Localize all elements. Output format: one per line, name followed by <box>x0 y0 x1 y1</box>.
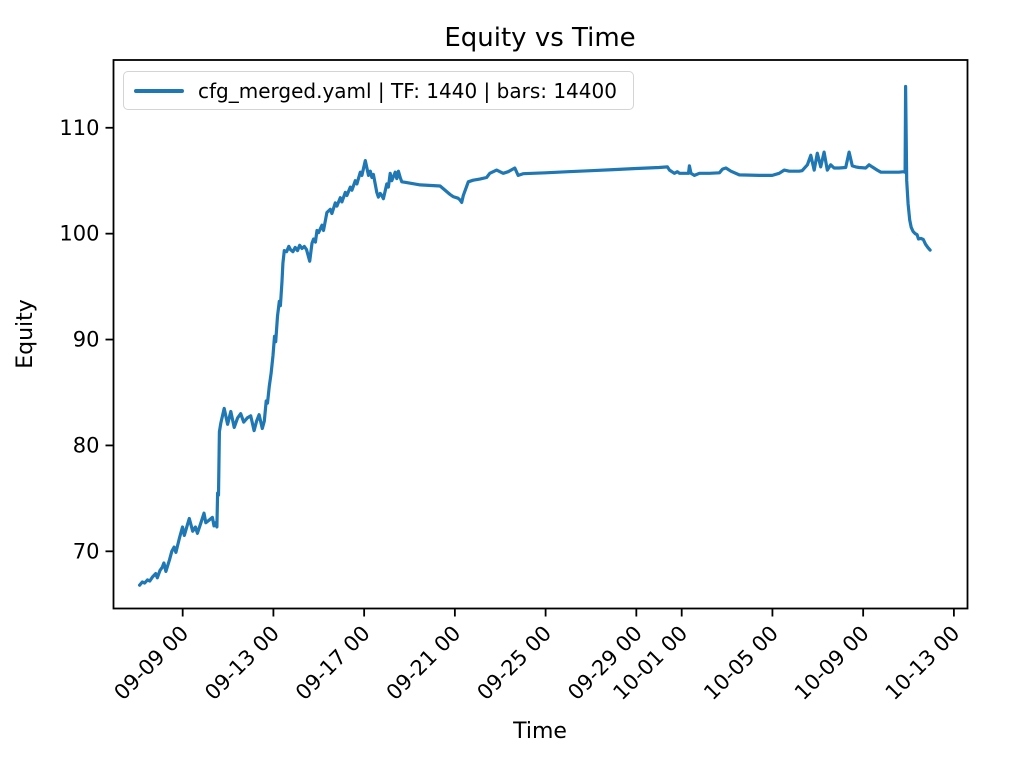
x-tick-label: 09-09 00 <box>109 621 193 705</box>
x-tick-label: 09-25 00 <box>472 621 556 705</box>
y-axis-label: Equity <box>13 299 38 369</box>
x-tick-label: 10-05 00 <box>699 621 783 705</box>
equity-line <box>138 84 932 587</box>
x-tick-label: 10-13 00 <box>881 621 965 705</box>
y-tick-label: 80 <box>73 433 100 457</box>
x-axis-label: Time <box>512 719 567 744</box>
legend: cfg_merged.yaml | TF: 1440 | bars: 14400 <box>123 71 634 110</box>
legend-label: cfg_merged.yaml | TF: 1440 | bars: 14400 <box>198 78 617 103</box>
y-tick-label: 90 <box>73 328 100 352</box>
plot-area: 09-09 00 09-13 00 09-17 00 09-21 00 09-25 00… <box>59 59 969 705</box>
x-tick-label: 09-17 00 <box>291 621 375 705</box>
y-tick-label: 100 <box>59 222 99 246</box>
y-tick-label: 110 <box>59 116 99 140</box>
x-tick-label: 10-09 00 <box>790 621 874 705</box>
x-tick-label: 09-13 00 <box>200 621 284 705</box>
chart-title: Equity vs Time <box>444 23 635 53</box>
legend-line-swatch <box>134 88 184 93</box>
y-tick-label: 70 <box>73 539 100 563</box>
x-tick-label: 09-21 00 <box>382 621 466 705</box>
axes-spines <box>112 59 969 610</box>
